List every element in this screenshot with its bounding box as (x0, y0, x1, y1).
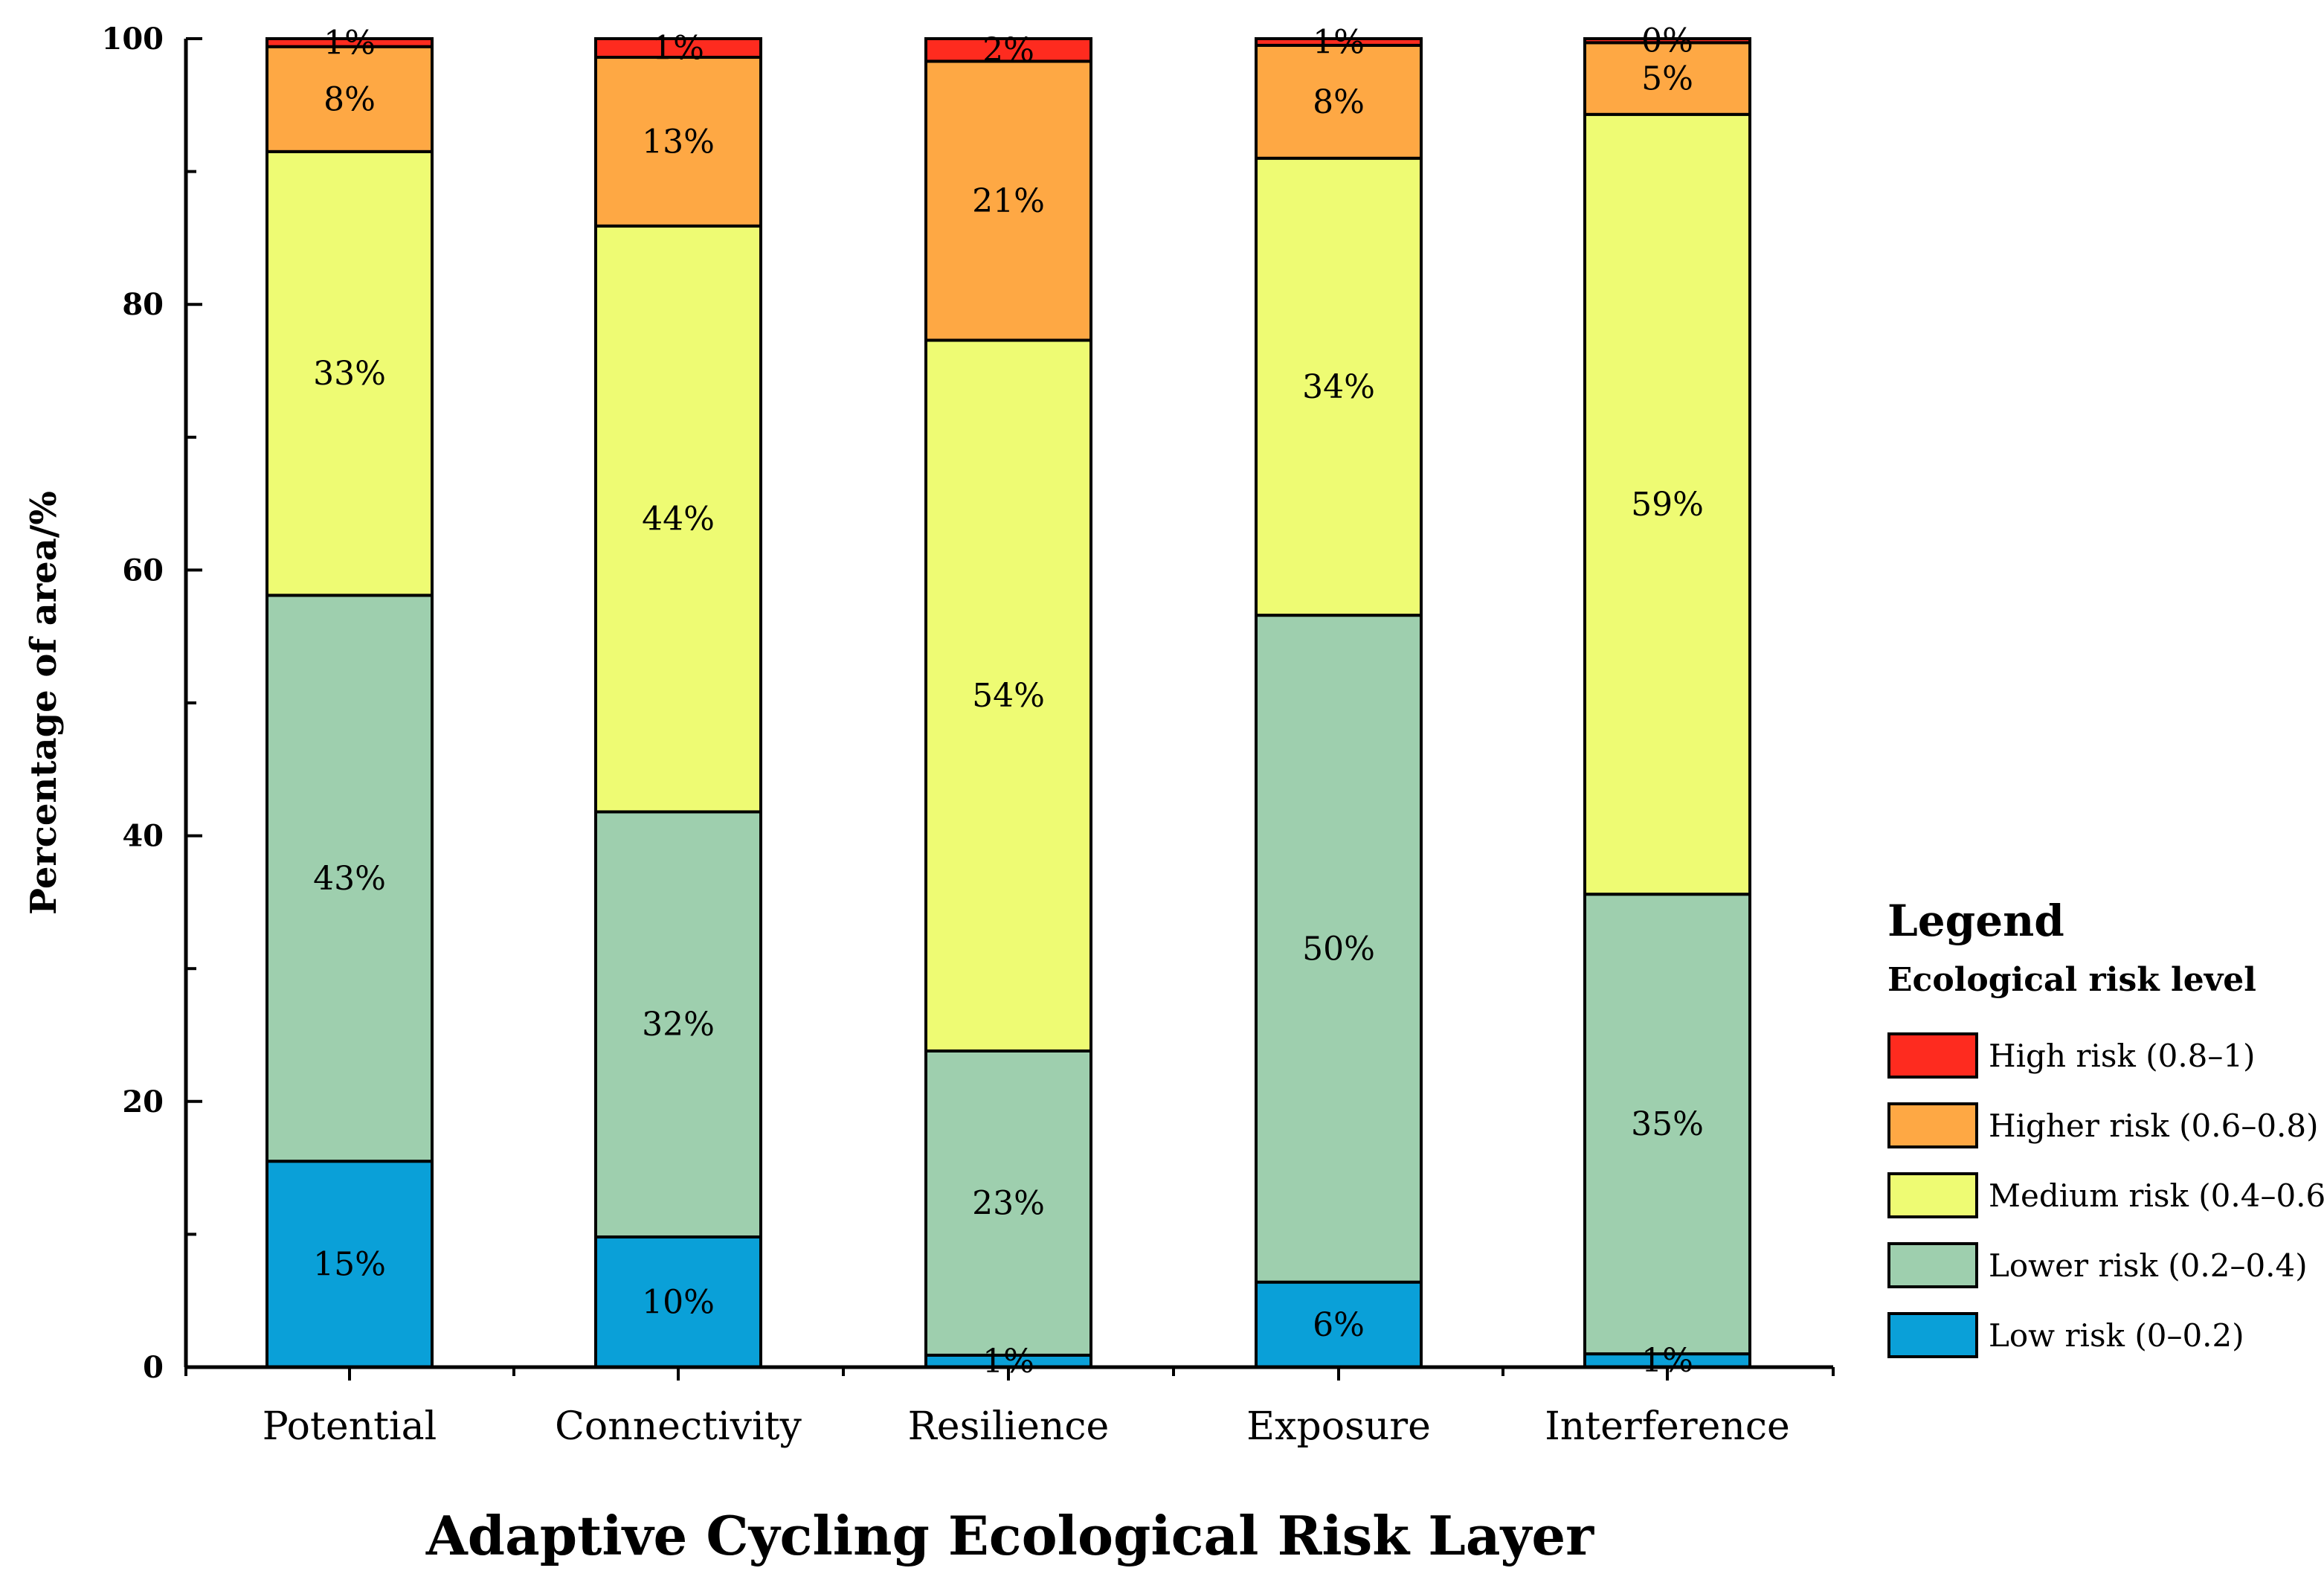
x-category-label: Exposure (1246, 1404, 1431, 1449)
x-category-label: Connectivity (555, 1404, 802, 1449)
legend-entry-label: High risk (0.8–1) (1989, 1038, 2256, 1074)
legend-entry-label: Higher risk (0.6–0.8) (1989, 1108, 2319, 1144)
legend-title: Legend (1887, 896, 2064, 946)
segment-data-label: 15% (313, 1246, 386, 1284)
legend-swatch (1887, 1242, 1978, 1288)
segment-data-label: 8% (324, 80, 376, 118)
segment-data-label: 0% (1641, 22, 1693, 60)
bar-segment (1255, 37, 1423, 47)
segment-data-label: 34% (1302, 368, 1375, 406)
legend-swatch (1887, 1032, 1978, 1079)
segment-data-label: 1% (324, 24, 376, 62)
legend-swatch (1887, 1172, 1978, 1218)
bar-segment (1255, 43, 1423, 160)
bar-segment (265, 1160, 434, 1369)
segment-data-label: 43% (313, 860, 386, 898)
bar-segment (1583, 893, 1751, 1356)
bar-segment (265, 594, 434, 1163)
legend-swatch (1887, 1102, 1978, 1148)
y-tick-label: 0 (143, 1350, 164, 1385)
bar-segment (924, 1049, 1092, 1357)
segment-data-label: 23% (972, 1184, 1045, 1222)
segment-data-label: 6% (1313, 1306, 1365, 1344)
bar-segment (1583, 37, 1751, 45)
segment-data-label: 32% (642, 1006, 715, 1044)
segment-data-label: 1% (652, 30, 704, 68)
segment-data-label: 1% (1313, 23, 1365, 61)
segment-labels: 15% 43% 33% 8% 1% 10% 32% 44% 13% 1% 1% 23% 54% 21% 2%… (313, 22, 1704, 1381)
bar-segment (265, 45, 434, 153)
segment-data-label: 33% (313, 355, 386, 393)
bar-segment (1255, 156, 1423, 617)
x-axis-title: Adaptive Cycling Ecological Risk Layer (425, 1504, 1594, 1567)
segment-data-label: 50% (1302, 930, 1375, 968)
y-tick-label: 60 (122, 553, 164, 588)
y-tick-label: 20 (122, 1084, 164, 1119)
segment-data-label: 13% (642, 123, 715, 161)
y-axis-title: Percentage of area/% (23, 491, 65, 915)
legend-entry-label: Medium risk (0.4–0.6) (1989, 1177, 2324, 1214)
bar-segment (924, 37, 1092, 63)
segment-data-label: 54% (972, 677, 1045, 715)
bar-segment (265, 37, 434, 48)
segment-data-label: 21% (972, 182, 1045, 220)
x-category-label: Interference (1545, 1404, 1790, 1449)
legend-subtitle: Ecological risk level (1887, 961, 2256, 999)
x-category-label: Potential (263, 1404, 437, 1449)
legend-entry-label: Lower risk (0.2–0.4) (1989, 1247, 2308, 1284)
bar-segment (594, 56, 762, 228)
legend-entry-label: Low risk (0–0.2) (1989, 1317, 2244, 1354)
segment-data-label: 2% (982, 31, 1034, 69)
bar-segment (594, 810, 762, 1238)
legend-entries: High risk (0.8–1) Higher risk (0.6–0.8) Me… (1887, 1032, 2324, 1358)
bar-segment (1583, 112, 1751, 896)
segment-data-label: 35% (1631, 1105, 1704, 1143)
segment-data-label: 59% (1631, 486, 1704, 524)
legend: Legend Ecological risk level High risk (… (1887, 896, 2324, 1358)
bar-segment (924, 338, 1092, 1053)
y-tick-label: 100 (102, 22, 164, 57)
bar-segment (1255, 614, 1423, 1284)
bar-segment (594, 37, 762, 60)
legend-swatch (1887, 1312, 1978, 1358)
bar-segment (594, 224, 762, 814)
segment-data-label: 5% (1641, 60, 1693, 98)
x-ticks: Potential Connectivity Resilience Exposure I… (184, 1367, 1835, 1449)
segment-data-label: 8% (1313, 83, 1365, 121)
y-tick-label: 80 (122, 287, 164, 322)
bar-segments (265, 37, 1751, 1369)
segment-data-label: 10% (642, 1283, 715, 1321)
segment-data-label: 44% (642, 501, 715, 539)
y-tick-label: 40 (122, 819, 164, 854)
y-ticks: 0 20 40 60 80 100 (102, 22, 202, 1385)
x-category-label: Resilience (908, 1404, 1110, 1449)
